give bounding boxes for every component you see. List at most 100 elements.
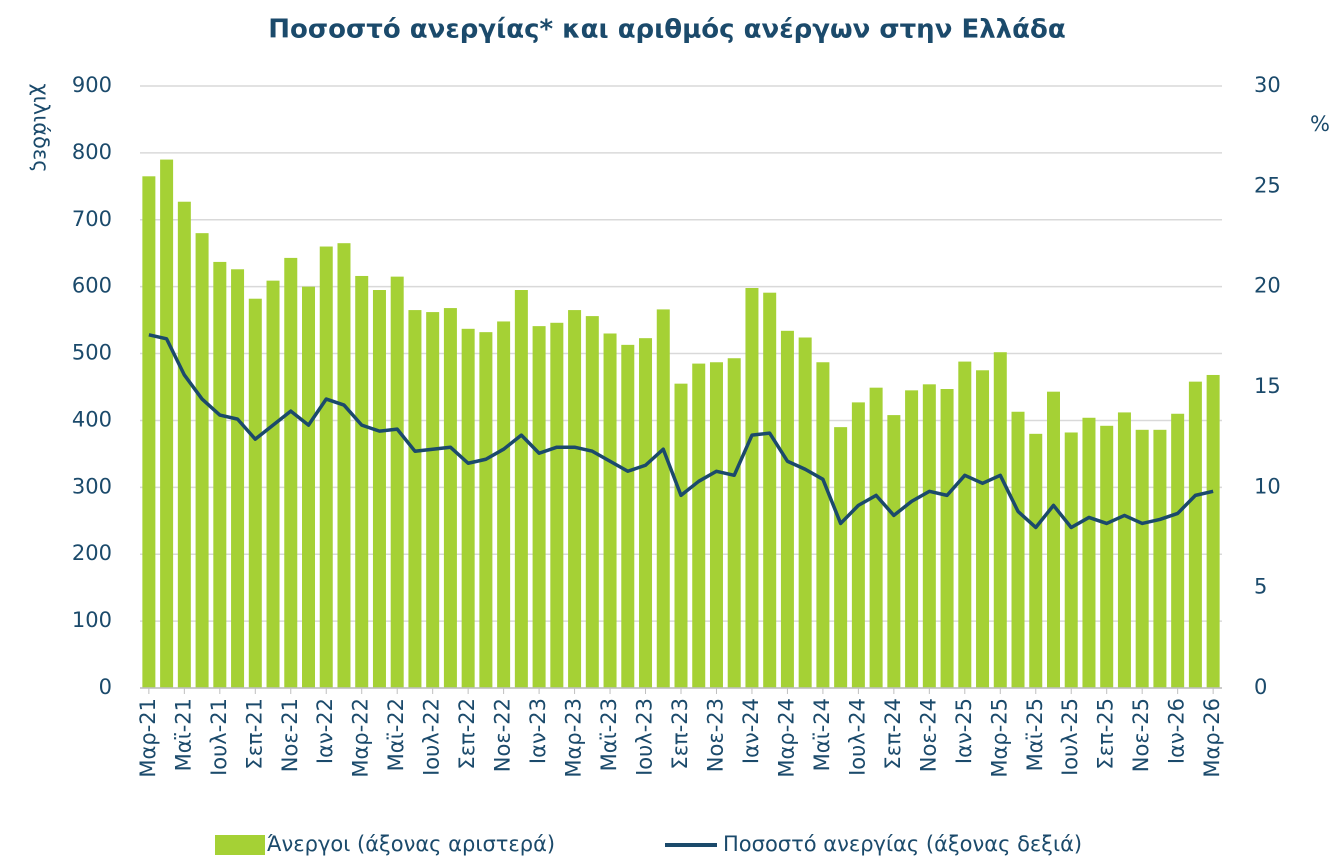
y2-tick-label: 5 <box>1254 575 1267 599</box>
bar <box>869 387 883 688</box>
bar <box>621 344 635 688</box>
bar <box>887 415 901 688</box>
x-tick-label: Ιαν-22 <box>313 698 337 764</box>
bar <box>550 322 564 688</box>
bar <box>1029 433 1043 688</box>
bar <box>1206 374 1220 688</box>
x-tick-label: Σεπ-21 <box>242 698 266 770</box>
bar <box>709 362 723 688</box>
bar <box>337 243 351 688</box>
x-tick-label: Μαρ-24 <box>774 698 798 778</box>
bar <box>993 352 1007 688</box>
bar <box>319 246 333 689</box>
y-tick-label: 600 <box>72 274 112 298</box>
x-tick-label: Νοε-21 <box>278 698 302 772</box>
bar <box>745 288 759 688</box>
x-tick-label: Μαρ-22 <box>349 698 373 778</box>
bar <box>302 286 316 688</box>
x-tick-label: Μαϊ-22 <box>384 698 408 771</box>
bar <box>266 280 280 688</box>
bar <box>585 316 599 688</box>
bar <box>142 176 156 689</box>
bar <box>177 201 191 688</box>
x-tick-label: Μαϊ-25 <box>1023 698 1047 771</box>
bar <box>231 269 245 688</box>
y-tick-label: 500 <box>72 341 112 365</box>
x-tick-label: Νοε-25 <box>1129 698 1153 772</box>
y-axis-title: χιλιάδες <box>29 83 53 172</box>
bar <box>816 362 830 688</box>
y-tick-label: 400 <box>72 407 112 431</box>
x-tick-label: Ιαν-23 <box>526 698 550 764</box>
y-tick-label: 300 <box>72 474 112 498</box>
bar <box>834 427 848 688</box>
bar <box>958 361 972 688</box>
y2-tick-label: 30 <box>1254 73 1281 97</box>
bar <box>284 257 298 688</box>
legend-label: Ποσοστό ανεργίας (άξονας δεξιά) <box>723 832 1082 856</box>
y2-axis-title: % <box>1310 112 1330 136</box>
x-tick-label: Μαρ-25 <box>987 698 1011 778</box>
bar <box>355 275 369 688</box>
x-tick-label: Σεπ-25 <box>1094 698 1118 770</box>
x-tick-label: Νοε-24 <box>916 698 940 772</box>
y2-tick-label: 20 <box>1254 274 1281 298</box>
x-tick-label: Μαρ-23 <box>562 698 586 778</box>
bar <box>763 292 777 688</box>
bar <box>195 233 209 688</box>
bar <box>656 309 670 688</box>
y2-tick-label: 25 <box>1254 173 1281 197</box>
y2-tick-label: 10 <box>1254 474 1281 498</box>
bar <box>976 370 990 688</box>
bar <box>1117 412 1131 688</box>
bar <box>461 328 475 688</box>
bar <box>851 402 865 688</box>
bar <box>1082 417 1096 688</box>
x-tick-label: Σεπ-24 <box>881 698 905 770</box>
bar <box>603 333 617 688</box>
y-tick-label: 0 <box>99 675 112 699</box>
chart-title: Ποσοστό ανεργίας* και αριθμός ανέργων στ… <box>268 15 1065 45</box>
x-tick-label: Μαϊ-24 <box>810 698 834 771</box>
bar <box>568 310 582 688</box>
bar <box>940 389 954 688</box>
y-tick-label: 900 <box>72 73 112 97</box>
x-tick-label: Σεπ-23 <box>668 698 692 770</box>
bar <box>160 159 174 689</box>
x-tick-label: Σεπ-22 <box>455 698 479 770</box>
x-tick-label: Ιαν-26 <box>1165 698 1189 764</box>
y-tick-label: 700 <box>72 207 112 231</box>
bar <box>1011 411 1025 688</box>
bar <box>1135 429 1149 688</box>
line <box>148 333 1214 530</box>
bar <box>905 390 919 688</box>
x-tick-label: Μαρ-21 <box>136 698 160 778</box>
bar <box>1153 429 1167 688</box>
y2-tick-label: 15 <box>1254 374 1281 398</box>
bar <box>479 332 493 688</box>
x-tick-label: Ιαν-25 <box>952 698 976 764</box>
bar <box>1171 413 1185 688</box>
x-tick-label: Μαρ-26 <box>1200 698 1224 778</box>
bar <box>248 298 262 688</box>
bar <box>674 383 688 688</box>
y-tick-label: 200 <box>72 541 112 565</box>
x-tick-label: Νοε-22 <box>491 698 515 772</box>
bar <box>532 326 546 688</box>
bar <box>780 330 794 688</box>
y2-tick-label: 0 <box>1254 675 1267 699</box>
bar <box>639 338 653 688</box>
bar <box>1100 425 1114 688</box>
bar <box>497 321 511 688</box>
bar <box>727 358 741 688</box>
bar <box>922 384 936 688</box>
x-tick-label: Μαϊ-21 <box>171 698 195 771</box>
bar <box>372 290 386 688</box>
bar <box>514 290 528 688</box>
x-tick-label: Ιουλ-25 <box>1058 698 1082 776</box>
bar <box>213 261 227 688</box>
bar <box>692 363 706 688</box>
y-tick-label: 100 <box>72 608 112 632</box>
bar <box>390 276 404 688</box>
